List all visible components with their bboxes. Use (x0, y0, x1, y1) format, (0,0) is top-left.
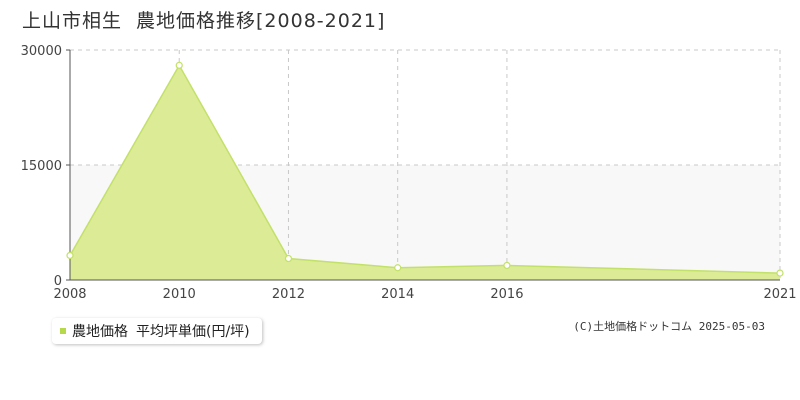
x-tick-label: 2016 (490, 287, 523, 302)
y-tick-label: 30000 (21, 44, 62, 59)
data-point (66, 251, 74, 260)
title-subject: 農地価格推移[2008-2021] (136, 10, 386, 32)
legend-unit-label: 平均坪単価(円/坪) (136, 324, 250, 340)
title-location: 上山市相生 (22, 10, 123, 32)
legend-swatch (60, 328, 66, 334)
data-point (776, 269, 784, 277)
data-point (394, 264, 402, 272)
series-line (69, 63, 781, 274)
x-tick-label: 2012 (272, 287, 305, 302)
x-tick-label: 2014 (381, 287, 414, 302)
x-tick-label: 2021 (763, 287, 796, 302)
data-point (284, 254, 293, 263)
x-tick-label: 2008 (53, 287, 86, 302)
y-tick-label: 15000 (21, 159, 62, 174)
legend: 農地価格 平均坪単価(円/坪) (52, 318, 262, 344)
y-tick-label: 0 (54, 274, 62, 289)
data-point (175, 61, 183, 69)
credit-text: (C)土地価格ドットコム 2025-05-03 (573, 320, 765, 333)
legend-series-label: 農地価格 (72, 324, 128, 340)
chart-title: 上山市相生 農地価格推移[2008-2021] (22, 6, 399, 33)
x-tick-label: 2010 (163, 287, 196, 302)
data-point (503, 261, 511, 270)
series-area (70, 65, 780, 280)
